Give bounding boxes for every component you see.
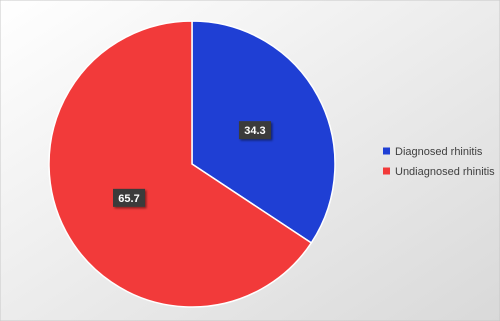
data-label: 65.7 (118, 193, 139, 205)
data-label: 34.3 (244, 125, 265, 137)
data-label-box (113, 188, 146, 207)
plot-area: 34.3 65.7 (48, 20, 336, 308)
legend-label: Diagnosed rhinitis (395, 146, 483, 158)
pie-slice (48, 20, 313, 308)
legend-swatch (383, 147, 390, 155)
legend: Diagnosed rhinitis Undiagnosed rhinitis (383, 146, 495, 178)
data-label-box (238, 121, 271, 140)
legend-label: Undiagnosed rhinitis (395, 166, 495, 178)
legend-swatch (383, 167, 390, 175)
